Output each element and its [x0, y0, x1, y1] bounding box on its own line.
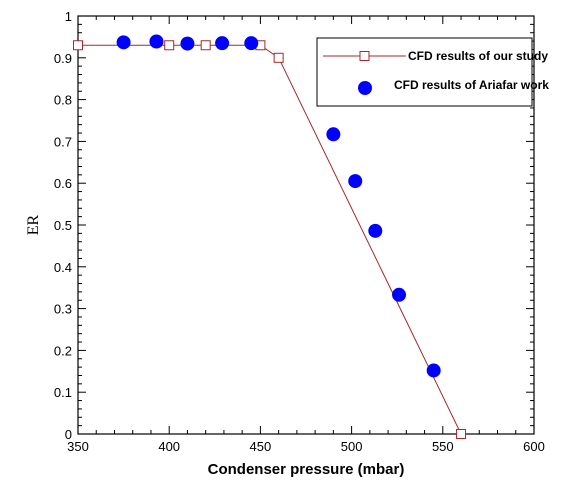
ariafar-point: [180, 37, 194, 51]
x-axis-title: Condenser pressure (mbar): [208, 461, 405, 478]
our-study-marker: [201, 41, 210, 50]
x-tick-label: 500: [341, 439, 363, 454]
our-study-marker: [274, 53, 283, 62]
legend: CFD results of our study CFD results of A…: [317, 38, 549, 106]
y-tick-label: 0.9: [54, 51, 72, 66]
y-tick-label: 1: [65, 9, 72, 24]
ariafar-point: [326, 127, 340, 141]
ariafar-point: [368, 224, 382, 238]
our-study-marker: [74, 41, 83, 50]
legend-label-our-study: CFD results of our study: [408, 49, 548, 63]
ariafar-point: [392, 288, 406, 302]
y-tick-label: 0.6: [54, 176, 72, 191]
legend-marker-ariafar: [358, 81, 372, 95]
x-tick-label: 550: [432, 439, 454, 454]
legend-marker-our-study: [360, 52, 369, 61]
ariafar-point: [244, 36, 258, 50]
y-tick-label: 0.3: [54, 302, 72, 317]
x-tick-label: 450: [250, 439, 272, 454]
our-study-marker: [457, 430, 466, 439]
our-study-marker: [165, 41, 174, 50]
ariafar-point: [215, 36, 229, 50]
ariafar-point: [117, 35, 131, 49]
y-tick-label: 0.8: [54, 93, 72, 108]
y-tick-label: 0.2: [54, 343, 72, 358]
y-tick-label: 0.1: [54, 385, 72, 400]
ariafar-point: [427, 363, 441, 377]
ariafar-point: [149, 34, 163, 48]
x-tick-label: 400: [158, 439, 180, 454]
y-axis-title: ER: [25, 214, 42, 235]
legend-label-ariafar: CFD results of Ariafar work: [394, 78, 549, 92]
x-tick-label: 600: [523, 439, 545, 454]
y-tick-label: 0.5: [54, 218, 72, 233]
y-tick-label: 0.4: [54, 260, 72, 275]
y-tick-label: 0: [65, 427, 72, 442]
ariafar-point: [348, 174, 362, 188]
y-tick-label: 0.7: [54, 134, 72, 149]
